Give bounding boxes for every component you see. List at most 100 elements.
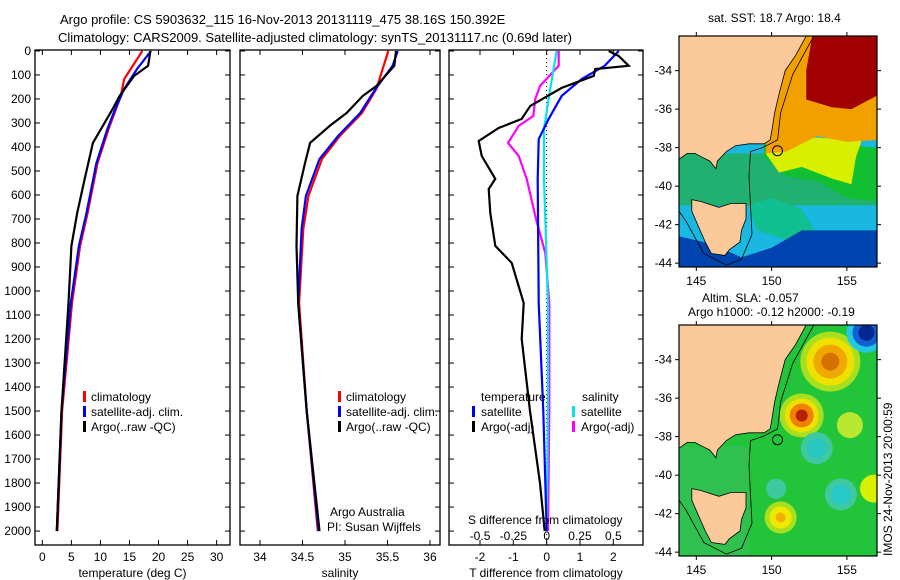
lat-tick-label: -42	[655, 218, 673, 232]
legend-label: satellite	[581, 405, 622, 419]
y-tick-label: 1600	[4, 428, 31, 442]
s-tick-label: 0.5	[605, 529, 622, 543]
legend-swatch-climatology	[338, 391, 341, 402]
map-field	[679, 325, 877, 556]
s-tick-label: -0.5	[470, 529, 491, 543]
lat-tick-label: -44	[655, 256, 673, 270]
annotation-pi: PI: Susan Wijffels	[327, 520, 421, 534]
x-tick-label: 36	[423, 550, 437, 564]
difference-legend: temperature salinity satellite Argo(-adj…	[468, 390, 634, 527]
y-tick-label: 2000	[4, 524, 31, 538]
y-tick-label: 1100	[5, 308, 31, 322]
lon-tick-label: 150	[762, 563, 782, 577]
series-line-s-argo-adj-	[506, 51, 560, 532]
lat-tick-label: -34	[655, 353, 673, 367]
temperature-panel: 0100200300400500600700800900100011001200…	[4, 44, 231, 580]
y-tick-label: 1700	[4, 452, 31, 466]
x-tick-label: 30	[210, 550, 224, 564]
series-line-argo-raw-qc-	[295, 50, 398, 532]
sst-map-title: sat. SST: 18.7 Argo: 18.4	[708, 11, 841, 25]
land-tasmania	[691, 199, 747, 256]
land-tasmania	[691, 488, 747, 545]
y-tick-label: 1200	[4, 332, 31, 346]
argo-float-marker	[772, 145, 784, 157]
sla-anomaly-yellow-east	[859, 474, 877, 503]
x-tick-label: 0	[543, 550, 550, 564]
lat-tick-label: -38	[655, 430, 673, 444]
legend-label: Argo(..raw -QC)	[346, 420, 431, 434]
map-field	[679, 36, 877, 267]
plot-frame	[448, 49, 644, 546]
x-axis-label: T difference from climatology	[469, 566, 623, 580]
legend-label: Argo(..raw -QC)	[91, 420, 176, 434]
y-tick-label: 600	[11, 188, 31, 202]
sla-anomaly-yellow	[836, 412, 863, 439]
sla-map-title-1: Altim. SLA: -0.057	[702, 291, 799, 305]
x-tick-label: -2	[475, 550, 486, 564]
sst-field-warm-core	[806, 36, 877, 110]
sla-eddy-warm-tas	[775, 512, 786, 523]
y-tick-label: 100	[11, 68, 31, 82]
x-tick-label: 20	[152, 550, 166, 564]
legend-swatch-s-argo	[572, 421, 575, 432]
series-line-t-argo-adj-	[477, 50, 632, 532]
x-tick-label: 10	[94, 550, 108, 564]
x-tick-label: 35.5	[376, 550, 400, 564]
lon-tick-label: 155	[837, 563, 857, 577]
sla-map: 145 150 155 -34 -36 -38 -40 -42 -44	[655, 321, 881, 577]
sla-map-title-2: Argo h1000: -0.12 h2000: -0.19	[688, 305, 855, 319]
x-tick-label: 15	[123, 550, 137, 564]
legend-swatch-argo	[83, 421, 86, 432]
y-tick-label: 500	[11, 164, 31, 178]
sla-eddy-warm-south	[795, 409, 808, 422]
imos-timestamp: IMOS 24-Nov-2013 20:00:59	[881, 402, 895, 556]
y-tick-label: 0	[24, 44, 31, 58]
title-line-2: Climatology: CARS2009. Satellite-adjuste…	[58, 30, 572, 45]
series-line-t-satellite	[536, 50, 620, 532]
legend-label: climatology	[346, 390, 406, 404]
y-tick-label: 900	[11, 260, 31, 274]
s-tick-label: 0.25	[568, 529, 592, 543]
lon-tick-label: 150	[762, 274, 782, 288]
x-tick-label: 1	[577, 550, 584, 564]
sla-eddy-cool	[830, 484, 851, 505]
series-line-argo-raw-qc-	[55, 50, 152, 532]
salinity-legend: climatology satellite-adj. clim. Argo(..…	[327, 390, 438, 534]
isobath-line	[679, 36, 815, 266]
x-axis-label: salinity	[322, 566, 359, 580]
y-tick-label: 1800	[4, 476, 31, 490]
sst-field-cold	[679, 230, 877, 267]
lat-tick-label: -36	[655, 391, 673, 405]
sla-eddy-cold-corner	[858, 325, 875, 341]
y-tick-label: 1000	[4, 284, 31, 298]
legend-label: Argo(-adj)	[481, 420, 534, 434]
annotation-argo-australia: Argo Australia	[330, 505, 405, 519]
s-axis-label: S difference from climatology	[468, 513, 623, 527]
y-tick-label: 1500	[4, 404, 31, 418]
s-tick-label: -0.25	[500, 529, 528, 543]
s-tick-label: 0	[543, 529, 550, 543]
lat-tick-label: -36	[655, 102, 673, 116]
y-tick-label: 1400	[4, 380, 31, 394]
lon-tick-label: 145	[686, 274, 706, 288]
argo-float-marker	[772, 434, 784, 446]
map-frame	[678, 35, 878, 268]
x-tick-label: 25	[181, 550, 195, 564]
lat-tick-label: -34	[655, 64, 673, 78]
legend-label: climatology	[91, 390, 151, 404]
legend-label: satellite-adj. clim.	[346, 405, 438, 419]
legend-title-salinity: salinity	[582, 390, 619, 404]
x-tick-label: 2	[610, 550, 617, 564]
salinity-panel: 34 34.5 35 35.5 36 salinity	[239, 49, 441, 580]
land-mainland	[679, 36, 807, 170]
y-tick-label: 1300	[4, 356, 31, 370]
legend-swatch-s-satellite	[572, 406, 575, 417]
x-tick-label: 34.5	[291, 550, 315, 564]
x-tick-label: 35	[338, 550, 352, 564]
lat-tick-label: -38	[655, 141, 673, 155]
lat-tick-label: -44	[655, 545, 673, 559]
y-tick-label: 800	[11, 236, 31, 250]
sst-field-teal	[749, 197, 817, 241]
title-line-1: Argo profile: CS 5903632_115 16-Nov-2013…	[60, 12, 506, 27]
